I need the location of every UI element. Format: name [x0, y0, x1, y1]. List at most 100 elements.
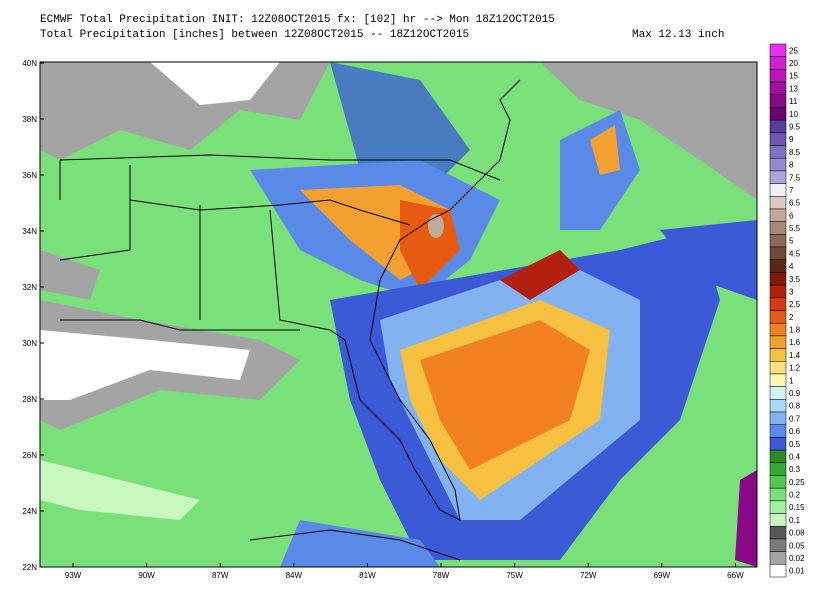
- color-label: 2.5: [789, 300, 801, 309]
- color-swatch: [769, 234, 787, 248]
- color-label: 0.25: [789, 478, 805, 487]
- lat-label: 30N: [22, 339, 37, 348]
- color-swatch: [769, 94, 787, 108]
- lat-label: 38N: [22, 115, 37, 124]
- color-label: 0.8: [789, 402, 801, 411]
- lat-label: 22N: [22, 563, 37, 572]
- color-swatch: [769, 487, 787, 502]
- color-swatch: [769, 310, 787, 324]
- color-swatch: [769, 386, 787, 400]
- color-swatch: [769, 81, 787, 96]
- color-swatch: [769, 272, 787, 286]
- color-label: 8: [789, 161, 794, 170]
- lon-label: 69W: [654, 571, 671, 580]
- color-label: 0.7: [789, 414, 801, 423]
- color-swatch: [769, 525, 787, 540]
- color-swatch: [769, 551, 787, 565]
- color-label: 1: [789, 376, 794, 385]
- color-swatch: [769, 183, 787, 197]
- color-swatch: [769, 297, 787, 311]
- color-label: 15: [789, 72, 798, 81]
- color-swatch: [769, 170, 787, 184]
- color-label: 1.6: [789, 338, 801, 347]
- color-label: 7: [789, 186, 794, 195]
- color-label: 0.2: [789, 491, 801, 500]
- color-label: 0.6: [789, 427, 801, 436]
- color-swatch: [769, 538, 787, 552]
- color-label: 3.5: [789, 275, 801, 284]
- color-label: 0.1: [789, 516, 801, 525]
- color-label: 0.3: [789, 465, 801, 474]
- color-label: 0.01: [789, 567, 805, 576]
- color-label: 0.02: [789, 554, 805, 563]
- color-swatch: [769, 399, 787, 413]
- map-frame: [39, 61, 758, 568]
- color-swatch: [769, 424, 787, 438]
- title-line-1: ECMWF Total Precipitation INIT: 12Z08OCT…: [40, 14, 555, 26]
- color-label: 8.5: [789, 148, 801, 157]
- max-value: Max 12.13 inch: [632, 29, 724, 41]
- color-label: 6.5: [789, 199, 801, 208]
- color-label: 11: [789, 97, 798, 106]
- color-label: 5: [789, 237, 794, 246]
- color-label: 13: [789, 84, 798, 93]
- color-label: 25: [789, 46, 798, 55]
- lon-label: 78W: [433, 571, 450, 580]
- color-swatch: [769, 475, 787, 489]
- color-label: 0.4: [789, 452, 801, 461]
- color-swatch: [769, 411, 787, 425]
- lat-label: 28N: [22, 395, 37, 404]
- color-label: 0.5: [789, 440, 801, 449]
- color-label: 9: [789, 135, 794, 144]
- title-line-2: Total Precipitation [inches] between 12Z…: [40, 29, 469, 41]
- color-swatch: [769, 157, 787, 172]
- color-label: 10: [789, 110, 798, 119]
- color-label: 0.08: [789, 529, 805, 538]
- color-swatch: [769, 449, 787, 464]
- lon-label: 87W: [212, 571, 229, 580]
- colorbar: 25 20 15 13 11 10 9.5 9 8.5 8 7.5 7 6.5 6 5.5 5 4.5 4 3.5 3…: [769, 43, 805, 578]
- color-label: 1.4: [789, 351, 801, 360]
- lat-label: 34N: [22, 227, 37, 236]
- color-label: 2: [789, 313, 794, 322]
- lon-label: 93W: [65, 571, 82, 580]
- color-label: 1.2: [789, 364, 801, 373]
- color-swatch: [769, 246, 787, 260]
- color-swatch: [769, 107, 787, 121]
- color-label: 1.8: [789, 326, 801, 335]
- lat-label: 26N: [22, 451, 37, 460]
- color-swatch: [769, 132, 787, 146]
- lon-label: 90W: [138, 571, 155, 580]
- color-label: 20: [789, 59, 798, 68]
- color-label: 9.5: [789, 122, 801, 131]
- color-swatch: [769, 322, 787, 337]
- color-swatch: [769, 462, 787, 476]
- lat-label: 40N: [22, 59, 37, 68]
- color-swatch: [769, 500, 787, 514]
- lon-label: 84W: [286, 571, 303, 580]
- color-swatch: [769, 437, 787, 451]
- precip-field: [40, 62, 757, 567]
- color-label: 3: [789, 287, 794, 296]
- color-swatch: [769, 145, 787, 159]
- color-label: 0.9: [789, 389, 801, 398]
- color-swatch: [769, 335, 787, 349]
- axis-labels: 40N 38N 36N 34N 32N 30N 28N 26N 24N 22N 93W 90W 87W 8…: [22, 59, 744, 580]
- color-swatch: [769, 69, 787, 83]
- lat-label: 36N: [22, 171, 37, 180]
- lon-label: 81W: [359, 571, 376, 580]
- color-label: 4: [789, 262, 794, 271]
- lat-label: 32N: [22, 283, 37, 292]
- color-swatch: [769, 119, 787, 134]
- color-swatch: [769, 373, 787, 387]
- color-label: 7.5: [789, 173, 801, 182]
- lon-label: 72W: [580, 571, 597, 580]
- color-swatch: [769, 259, 787, 273]
- color-swatch: [769, 361, 787, 375]
- color-swatch: [769, 284, 787, 299]
- color-swatch: [769, 564, 787, 578]
- color-swatch: [769, 43, 787, 57]
- color-swatch: [769, 513, 787, 527]
- color-swatch: [769, 56, 787, 70]
